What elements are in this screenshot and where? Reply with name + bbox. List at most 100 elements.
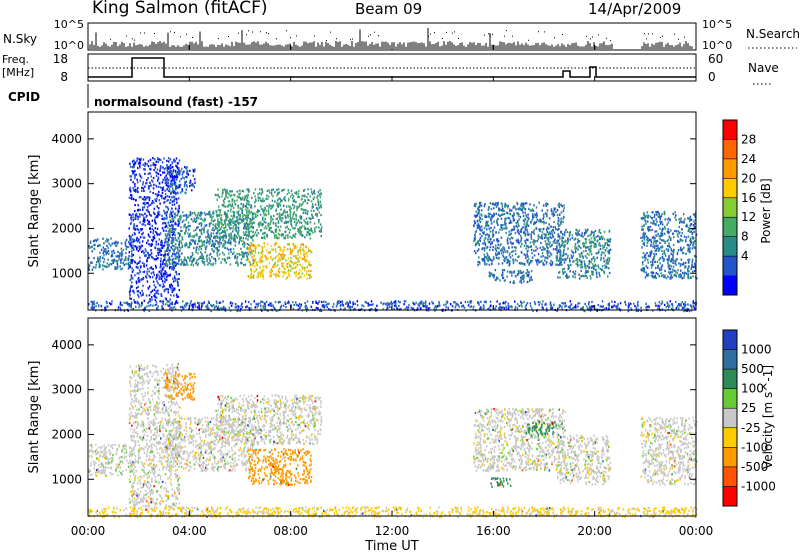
data-cell bbox=[252, 230, 254, 233]
data-cell bbox=[532, 231, 535, 234]
data-cell bbox=[176, 280, 179, 283]
data-cell bbox=[653, 252, 655, 256]
data-cell bbox=[202, 228, 205, 231]
data-cell bbox=[132, 186, 134, 190]
data-cell bbox=[137, 204, 139, 207]
data-cell bbox=[226, 189, 228, 192]
data-cell bbox=[242, 190, 245, 193]
data-cell bbox=[130, 214, 132, 217]
data-cell bbox=[558, 250, 560, 253]
data-cell bbox=[588, 266, 591, 269]
data-cell bbox=[250, 230, 252, 233]
data-cell bbox=[256, 244, 259, 247]
data-cell bbox=[172, 189, 174, 192]
data-cell bbox=[306, 202, 309, 205]
data-cell bbox=[685, 240, 687, 243]
data-cell bbox=[214, 193, 217, 196]
data-cell bbox=[474, 244, 477, 247]
data-cell bbox=[692, 237, 694, 240]
data-cell bbox=[301, 248, 304, 252]
data-cell bbox=[103, 242, 105, 245]
data-cell bbox=[659, 220, 661, 223]
data-cell bbox=[159, 202, 161, 205]
data-cell bbox=[172, 277, 174, 280]
data-cell bbox=[266, 194, 268, 197]
data-cell bbox=[645, 265, 648, 268]
data-cell bbox=[296, 209, 298, 212]
data-cell bbox=[120, 247, 122, 250]
data-cell bbox=[290, 222, 292, 226]
data-cell bbox=[262, 273, 264, 276]
data-cell bbox=[260, 207, 263, 210]
data-cell bbox=[513, 214, 515, 217]
data-cell bbox=[582, 255, 584, 259]
data-cell bbox=[305, 217, 308, 220]
data-cell bbox=[108, 242, 110, 245]
data-cell bbox=[653, 215, 656, 219]
data-cell bbox=[544, 256, 546, 259]
data-cell bbox=[286, 276, 289, 279]
data-cell bbox=[246, 234, 248, 237]
data-cell bbox=[574, 250, 577, 254]
data-cell bbox=[112, 249, 115, 252]
data-cell bbox=[654, 239, 656, 243]
data-cell bbox=[514, 249, 517, 252]
data-cell bbox=[535, 227, 537, 230]
data-cell bbox=[520, 271, 522, 275]
data-cell bbox=[295, 201, 297, 204]
data-cell bbox=[190, 218, 193, 221]
data-cell bbox=[291, 261, 293, 264]
data-cell bbox=[155, 200, 157, 203]
data-cell bbox=[236, 195, 239, 198]
data-cell bbox=[498, 207, 500, 210]
data-cell bbox=[488, 206, 490, 209]
data-cell bbox=[151, 227, 153, 231]
data-cell bbox=[173, 203, 176, 206]
data-cell bbox=[507, 216, 509, 220]
data-cell bbox=[608, 259, 610, 262]
data-cell bbox=[131, 247, 133, 250]
data-cell bbox=[302, 201, 305, 204]
data-cell bbox=[166, 185, 169, 188]
data-cell bbox=[525, 233, 527, 236]
data-cell bbox=[310, 227, 312, 230]
data-cell bbox=[521, 277, 524, 280]
data-cell bbox=[523, 231, 525, 235]
data-cell bbox=[268, 189, 270, 192]
data-cell bbox=[546, 252, 549, 255]
data-cell bbox=[89, 246, 91, 249]
data-cell bbox=[190, 242, 192, 245]
data-cell bbox=[593, 265, 595, 268]
data-cell bbox=[183, 225, 185, 228]
station-title: King Salmon (fitACF) bbox=[92, 0, 268, 18]
data-cell bbox=[292, 234, 294, 238]
data-cell bbox=[184, 243, 186, 246]
data-cell bbox=[250, 206, 253, 209]
data-cell bbox=[513, 281, 516, 285]
data-cell bbox=[284, 230, 286, 233]
nsearch-dot bbox=[562, 34, 563, 36]
data-cell bbox=[580, 246, 582, 250]
data-cell bbox=[298, 273, 300, 276]
data-cell bbox=[506, 239, 509, 242]
data-cell bbox=[569, 238, 571, 241]
data-cell bbox=[174, 176, 177, 179]
data-cell bbox=[98, 258, 101, 261]
data-cell bbox=[186, 232, 189, 235]
data-cell bbox=[486, 246, 489, 249]
data-cell bbox=[287, 221, 289, 224]
data-cell bbox=[152, 157, 154, 160]
data-cell bbox=[132, 290, 134, 293]
data-cell bbox=[492, 215, 494, 218]
data-cell bbox=[225, 224, 227, 227]
data-cell bbox=[661, 249, 663, 253]
data-cell bbox=[299, 263, 301, 266]
data-cell bbox=[598, 244, 600, 247]
data-cell bbox=[270, 226, 272, 229]
data-cell bbox=[579, 255, 581, 258]
data-cell bbox=[311, 191, 313, 194]
data-cell bbox=[262, 197, 264, 200]
data-cell bbox=[155, 163, 157, 166]
data-cell bbox=[570, 249, 573, 252]
data-cell bbox=[567, 263, 569, 267]
